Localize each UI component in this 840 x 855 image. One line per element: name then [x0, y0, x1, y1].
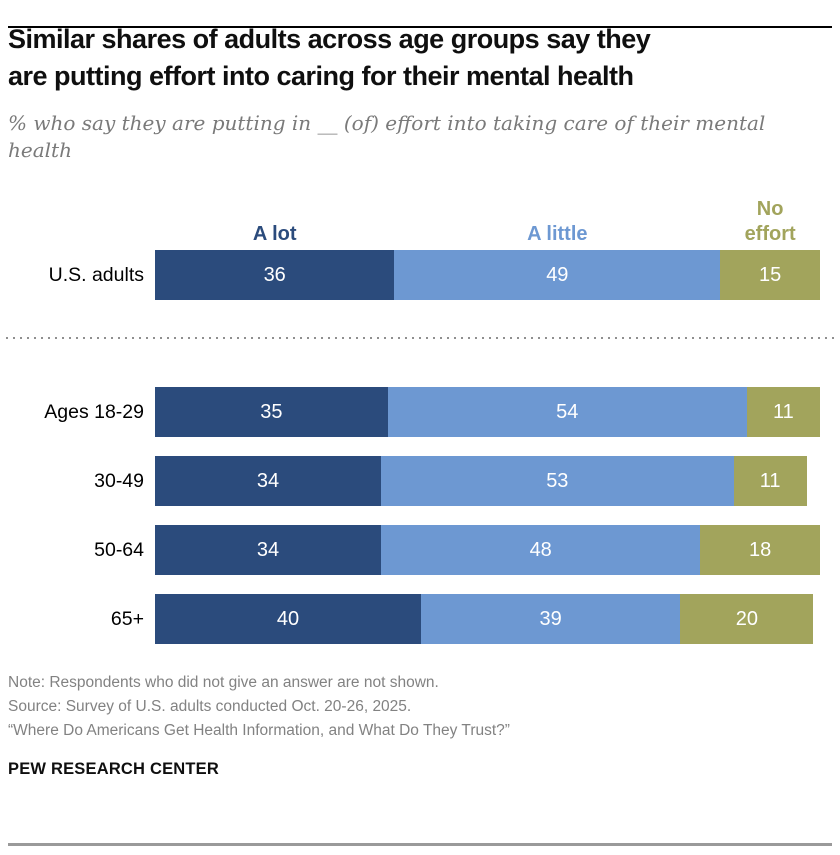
bar-segment-a-little: 39 — [421, 594, 681, 644]
chart-area: U.S. adults 36 49 15 — [8, 250, 840, 300]
row-label: 65+ — [110, 607, 144, 630]
bar-track: 34 48 18 — [155, 525, 820, 575]
bar-value: 48 — [529, 538, 552, 561]
bar-segment-a-lot: 34 — [155, 525, 382, 575]
bar-row-ages-65-plus: 65+ 40 39 20 — [8, 594, 840, 644]
bar-segment-a-lot: 40 — [155, 594, 421, 644]
chart-page: Similar shares of adults across age grou… — [0, 21, 840, 855]
bar-value: 11 — [773, 400, 794, 423]
chart-subtitle-line-1: % who say they are putting in __ (of) ef… — [8, 111, 766, 135]
bar-segment-no-effort: 18 — [700, 525, 820, 575]
bar-value: 54 — [556, 400, 579, 423]
bar-segment-no-effort: 11 — [733, 456, 807, 506]
bar-value: 49 — [546, 263, 569, 286]
bar-value: 34 — [256, 538, 280, 561]
page-title-line-1: Similar shares of adults across age grou… — [8, 24, 651, 54]
bar-segment-no-effort: 20 — [680, 594, 814, 644]
bar-value: 53 — [546, 469, 569, 492]
footer-notes: Note: Respondents who did not give an an… — [8, 671, 832, 743]
legend-label-a-little: A little — [527, 223, 588, 245]
page-title-line-2: are putting effort into caring for their… — [8, 61, 634, 91]
pew-research-center-wordmark: PEW RESEARCH CENTER — [8, 760, 219, 778]
bar-segment-a-lot: 34 — [155, 456, 382, 506]
bar-track: 40 39 20 — [155, 594, 820, 644]
bar-value: 40 — [276, 607, 300, 630]
bar-segment-no-effort: 15 — [720, 250, 820, 300]
source-text: Source: Survey of U.S. adults conducted … — [8, 698, 412, 715]
bar-value: 15 — [758, 263, 782, 286]
bar-value: 11 — [759, 469, 781, 492]
row-label: U.S. adults — [48, 263, 144, 286]
bar-value: 35 — [260, 400, 283, 423]
bar-row-ages-18-29: Ages 18-29 35 54 11 — [8, 387, 840, 437]
bar-value: 34 — [256, 469, 280, 492]
chart-subtitle: % who say they are putting in __ (of) ef… — [8, 110, 832, 164]
row-label: 50-64 — [94, 538, 144, 561]
bar-segment-a-lot: 35 — [155, 387, 388, 437]
legend-label-a-lot: A lot — [252, 223, 297, 245]
chart-subtitle-line-2: health — [8, 138, 72, 162]
report-title-text: “Where Do Americans Get Health Informati… — [8, 722, 510, 739]
note-text: Note: Respondents who did not give an an… — [8, 674, 439, 691]
bar-segment-a-lot: 36 — [155, 250, 395, 300]
bar-segment-no-effort: 11 — [746, 387, 820, 437]
bar-row-ages-50-64: 50-64 34 48 18 — [8, 525, 840, 575]
row-label: 30-49 — [94, 469, 144, 492]
bar-row-ages-30-49: 30-49 34 53 11 — [8, 456, 840, 506]
bar-segment-a-little: 53 — [381, 456, 734, 506]
row-label: Ages 18-29 — [44, 400, 144, 423]
bar-value: 39 — [539, 607, 562, 630]
bar-track: 35 54 11 — [155, 387, 820, 437]
bar-segment-a-little: 49 — [394, 250, 721, 300]
bar-track: 36 49 15 — [155, 250, 820, 300]
bar-track: 34 53 11 — [155, 456, 820, 506]
bar-row-us-adults: U.S. adults 36 49 15 — [8, 250, 840, 300]
legend-label-no-effort: No effort — [744, 198, 796, 245]
legend: A lot A little No effort — [155, 193, 820, 250]
page-title: Similar shares of adults across age grou… — [8, 21, 832, 95]
dotted-section-divider — [6, 337, 834, 339]
bar-value: 20 — [735, 607, 758, 630]
bar-segment-a-little: 48 — [381, 525, 701, 575]
chart-area-age-groups: Ages 18-29 35 54 11 30-49 34 53 11 50-64… — [8, 387, 840, 644]
bar-value: 18 — [749, 538, 772, 561]
bar-segment-a-little: 54 — [387, 387, 747, 437]
bar-value: 36 — [263, 263, 286, 286]
bottom-divider-rule — [8, 843, 832, 846]
top-divider-rule — [8, 26, 832, 28]
